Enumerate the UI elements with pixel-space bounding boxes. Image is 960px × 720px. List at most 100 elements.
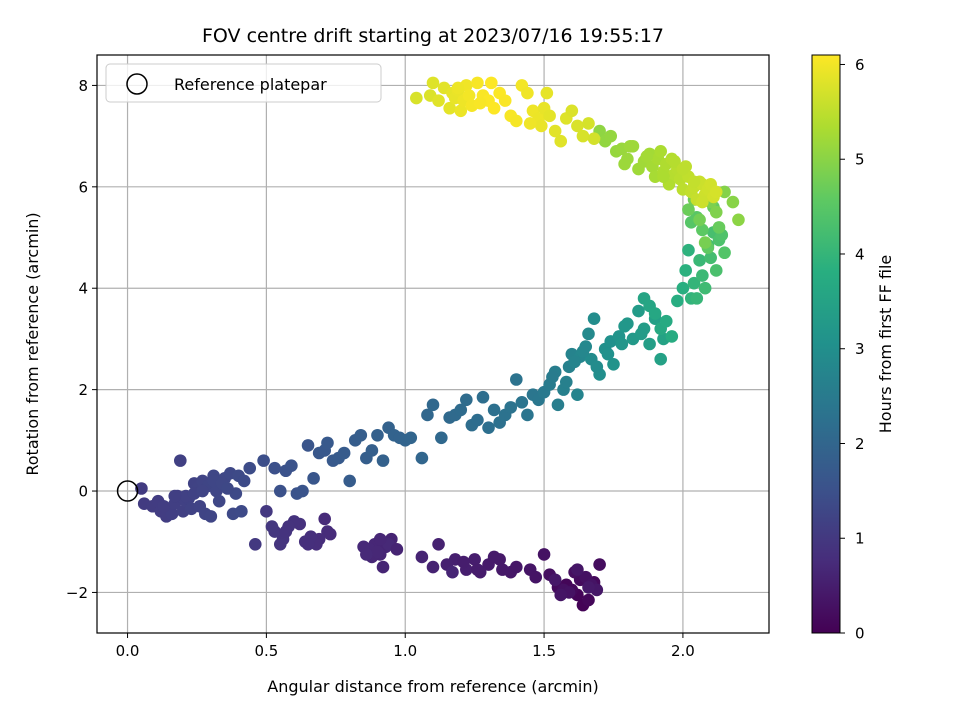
colorbar-label: Hours from first FF file	[876, 255, 895, 434]
data-point	[634, 327, 648, 341]
data-point	[676, 162, 690, 176]
data-point	[473, 96, 487, 110]
data-point	[571, 563, 584, 576]
data-point	[471, 76, 484, 90]
data-point	[554, 134, 568, 148]
data-point	[371, 545, 384, 559]
data-point	[323, 527, 337, 541]
data-point	[371, 428, 384, 442]
data-point	[454, 403, 468, 417]
reference-marker-layer	[116, 480, 139, 502]
colorbar-tick-label: 5	[855, 151, 865, 169]
data-point	[321, 436, 334, 450]
data-point	[601, 347, 615, 361]
y-tick-label: 2	[78, 381, 88, 399]
y-tick-label: 6	[78, 178, 88, 196]
data-point	[354, 428, 368, 442]
y-tick-label: 8	[78, 77, 88, 95]
data-point	[471, 563, 484, 576]
reference-platepar-marker	[116, 480, 139, 502]
data-point	[696, 195, 709, 209]
data-point	[373, 532, 387, 546]
data-point	[693, 254, 706, 267]
colorbar: 0 1 2 3 4 5 6 Hours from first FF file	[811, 54, 895, 643]
data-point	[654, 145, 668, 158]
data-point	[587, 132, 601, 145]
data-point	[496, 563, 509, 576]
data-point	[471, 413, 484, 427]
x-tick-label: 0.5	[254, 642, 278, 660]
data-point	[487, 101, 501, 115]
data-point	[671, 294, 684, 308]
data-point	[510, 114, 523, 128]
data-point	[212, 494, 226, 508]
legend-marker-open-circle	[126, 73, 148, 95]
legend: Reference platepar	[105, 63, 382, 103]
data-point	[415, 550, 429, 564]
data-point	[415, 451, 429, 465]
legend-label: Reference platepar	[174, 75, 327, 94]
data-point	[343, 474, 356, 488]
data-point	[548, 124, 562, 138]
data-point	[426, 560, 440, 574]
colorbar-gradient	[811, 54, 841, 634]
data-point	[643, 337, 656, 351]
data-point	[676, 281, 690, 295]
data-point	[551, 398, 565, 412]
x-tick-label: 0.0	[116, 642, 140, 660]
plot-frame	[96, 54, 770, 634]
legend-box	[105, 63, 382, 103]
data-point	[318, 512, 332, 526]
data-point	[679, 264, 692, 277]
data-point	[376, 454, 390, 467]
data-point	[632, 304, 645, 318]
data-point	[682, 243, 695, 257]
data-point	[498, 94, 512, 107]
data-point	[168, 489, 182, 503]
data-point	[476, 390, 490, 404]
x-tick-label: 1.0	[393, 642, 417, 660]
data-point	[243, 461, 257, 475]
data-point	[559, 375, 573, 389]
data-point	[668, 155, 681, 168]
x-axis-label: Angular distance from reference (arcmin)	[267, 677, 598, 696]
data-point	[704, 251, 717, 265]
x-tick-label: 2.0	[671, 642, 695, 660]
data-point	[265, 520, 279, 533]
data-point	[446, 565, 459, 579]
data-point	[432, 94, 445, 107]
data-point	[426, 76, 440, 90]
data-point	[301, 439, 315, 452]
data-point	[221, 482, 234, 495]
data-point	[696, 223, 709, 237]
colorbar-tick-label: 3	[855, 340, 865, 358]
data-point	[460, 393, 473, 407]
data-point	[273, 537, 287, 551]
data-point	[237, 474, 251, 488]
data-point	[426, 398, 440, 412]
colorbar-tick-label: 0	[855, 625, 865, 643]
data-point	[468, 553, 481, 566]
colorbar-tick-label: 6	[855, 56, 865, 74]
data-point	[523, 117, 537, 130]
y-tick-label: 4	[78, 280, 88, 298]
data-point	[718, 246, 731, 260]
colorbar-ticks: 0 1 2 3 4 5 6	[840, 56, 865, 643]
data-point	[640, 150, 654, 163]
data-point	[587, 312, 601, 325]
data-point	[410, 91, 423, 105]
data-point	[248, 537, 262, 551]
data-point	[510, 560, 523, 574]
data-point	[279, 525, 293, 538]
data-point	[454, 104, 468, 118]
data-point	[504, 401, 518, 414]
data-point	[462, 89, 476, 102]
data-point	[521, 408, 534, 422]
data-point	[260, 505, 273, 518]
data-point	[709, 185, 723, 199]
data-point	[443, 101, 456, 115]
data-point	[196, 484, 209, 498]
data-point	[540, 86, 554, 100]
data-point	[618, 319, 631, 333]
x-axis-ticks: 0.0 0.5 1.0 1.5 2.0	[116, 633, 695, 660]
